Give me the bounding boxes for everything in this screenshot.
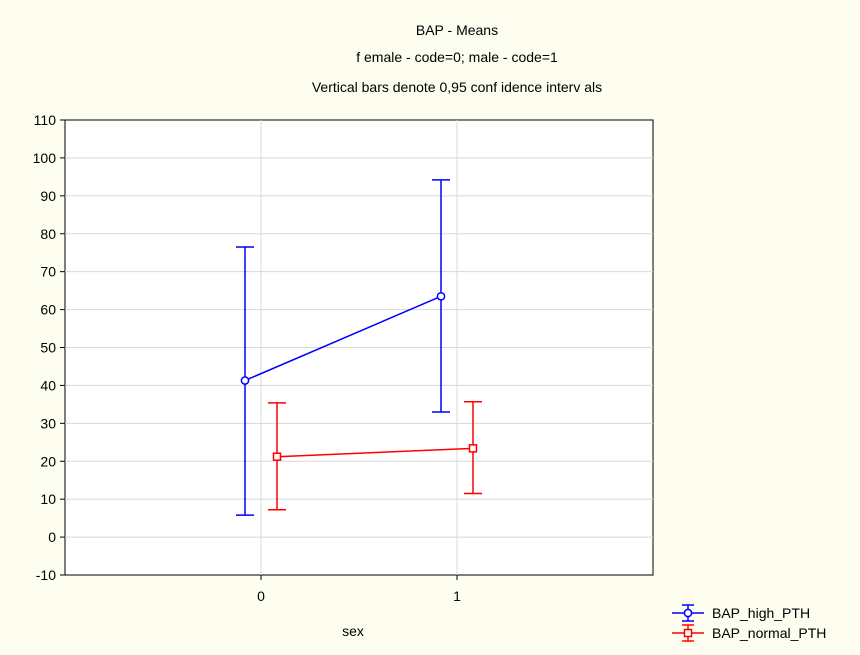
y-tick-label: 0 [48,529,56,545]
legend-item: BAP_normal_PTH [672,624,826,642]
y-tick-label: 60 [40,302,56,318]
y-tick-label: 110 [34,112,57,128]
y-tick-label: 90 [40,188,56,204]
y-tick-label: 10 [40,491,56,507]
y-tick-label: -10 [36,567,56,583]
y-tick-label: 30 [40,415,56,431]
legend-marker [683,628,693,638]
y-tick-label: 100 [33,150,57,166]
grid-lines [65,120,653,575]
y-tick-label: 70 [40,264,56,280]
legend: BAP_high_PTH BAP_normal_PTH [672,604,826,642]
series-BAP_normal_PTH [268,400,482,511]
y-tick-label: 50 [40,340,56,356]
y-tick-label: 20 [40,453,56,469]
chart-subtitle: f emale - code=0; male - code=1 [356,49,558,65]
x-tick-label: 0 [257,588,265,604]
legend-label: BAP_normal_PTH [712,625,826,641]
legend-marker [683,608,693,618]
y-tick-label: 40 [40,377,56,393]
chart-note: Vertical bars denote 0,95 conf idence in… [312,79,602,95]
series-line [276,447,474,458]
series-line [244,295,442,382]
x-axis-label: sex [342,623,364,639]
legend-item: BAP_high_PTH [672,604,810,622]
data-point [272,452,282,461]
series-BAP_high_PTH [236,179,450,516]
legend-label: BAP_high_PTH [712,605,810,621]
y-tick-label: 80 [40,226,56,242]
data-point [436,291,446,301]
data-point [468,444,478,453]
y-axis-ticks: -10 0 10 20 30 40 50 60 70 80 90 100 110 [33,112,65,583]
data-point [240,376,250,385]
chart-title: BAP - Means [416,22,498,38]
series-layer [236,179,482,516]
x-tick-label: 1 [453,588,461,604]
